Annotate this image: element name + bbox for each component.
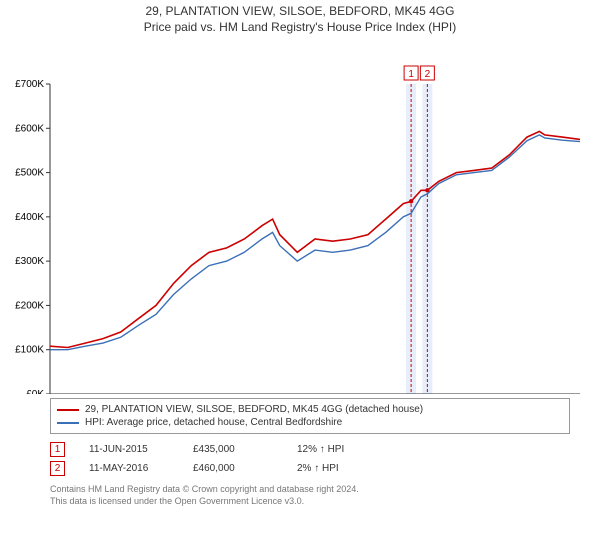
- y-tick-label: £400K: [15, 212, 44, 223]
- legend-label: 29, PLANTATION VIEW, SILSOE, BEDFORD, MK…: [85, 404, 423, 415]
- events-table: 1 11-JUN-2015 £435,000 12% ↑ HPI 2 11-MAY-201…: [50, 440, 570, 478]
- y-tick-label: £500K: [15, 168, 44, 179]
- y-tick-label: £600K: [15, 123, 44, 134]
- line-chart: £0K£100K£200K£300K£400K£500K£600K£700K19…: [0, 34, 600, 394]
- legend-row: HPI: Average price, detached house, Cent…: [57, 416, 563, 429]
- footer-line-2: This data is licensed under the Open Gov…: [50, 496, 570, 508]
- y-tick-label: £100K: [15, 345, 44, 356]
- event-delta: 2% ↑ HPI: [297, 463, 377, 474]
- event-badge-label: 2: [425, 69, 431, 80]
- event-delta: 12% ↑ HPI: [297, 444, 377, 455]
- event-row-badge: 2: [50, 461, 65, 476]
- event-price: £460,000: [193, 463, 273, 474]
- legend-label: HPI: Average price, detached house, Cent…: [85, 417, 342, 428]
- event-price: £435,000: [193, 444, 273, 455]
- legend-row: 29, PLANTATION VIEW, SILSOE, BEDFORD, MK…: [57, 403, 563, 416]
- title-line-2: Price paid vs. HM Land Registry's House …: [0, 20, 600, 34]
- title-line-1: 29, PLANTATION VIEW, SILSOE, BEDFORD, MK…: [0, 4, 600, 18]
- y-tick-label: £700K: [15, 79, 44, 90]
- event-row: 1 11-JUN-2015 £435,000 12% ↑ HPI: [50, 440, 570, 459]
- y-tick-label: £300K: [15, 256, 44, 267]
- footer-attribution: Contains HM Land Registry data © Crown c…: [50, 484, 570, 507]
- legend-swatch: [57, 422, 79, 424]
- footer-line-1: Contains HM Land Registry data © Crown c…: [50, 484, 570, 496]
- chart-titles: 29, PLANTATION VIEW, SILSOE, BEDFORD, MK…: [0, 0, 600, 34]
- event-date: 11-MAY-2016: [89, 463, 169, 474]
- event-row-badge: 1: [50, 442, 65, 457]
- series-hpi: [50, 135, 580, 350]
- event-date: 11-JUN-2015: [89, 444, 169, 455]
- legend-swatch: [57, 409, 79, 411]
- event-badge-label: 1: [408, 69, 414, 80]
- event-row: 2 11-MAY-2016 £460,000 2% ↑ HPI: [50, 459, 570, 478]
- y-tick-label: £0K: [26, 389, 44, 394]
- chart-area: £0K£100K£200K£300K£400K£500K£600K£700K19…: [0, 34, 600, 394]
- legend: 29, PLANTATION VIEW, SILSOE, BEDFORD, MK…: [50, 398, 570, 434]
- y-tick-label: £200K: [15, 300, 44, 311]
